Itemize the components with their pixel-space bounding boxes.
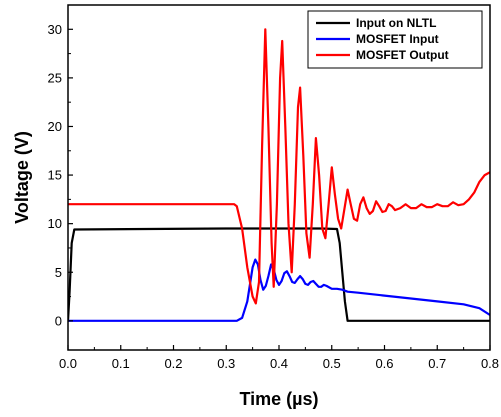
- legend-label: Input on NLTL: [356, 16, 436, 30]
- y-tick-label: 30: [48, 22, 62, 37]
- x-tick-label: 0.2: [164, 356, 182, 371]
- y-tick-label: 5: [55, 265, 62, 280]
- y-tick-label: 0: [55, 313, 62, 328]
- x-tick-label: 0.3: [217, 356, 235, 371]
- y-tick-label: 25: [48, 70, 62, 85]
- x-tick-label: 0.6: [375, 356, 393, 371]
- y-axis-title: Voltage (V): [12, 131, 32, 224]
- x-tick-label: 0.8: [481, 356, 499, 371]
- x-tick-label: 0.0: [59, 356, 77, 371]
- x-tick-label: 0.7: [428, 356, 446, 371]
- x-tick-label: 0.5: [323, 356, 341, 371]
- x-tick-label: 0.4: [270, 356, 288, 371]
- x-axis-title: Time (µs): [239, 389, 318, 409]
- chart-legend: Input on NLTL MOSFET Input MOSFET Output: [307, 10, 483, 69]
- chart-marks: [68, 28, 490, 322]
- series-line-input-on-nltl: [68, 227, 490, 322]
- series-line-mosfet-input: [68, 258, 490, 322]
- y-tick-label: 10: [48, 216, 62, 231]
- legend-label: MOSFET Output: [356, 48, 449, 62]
- legend-label: MOSFET Input: [356, 32, 439, 46]
- y-tick-label: 20: [48, 119, 62, 134]
- y-tick-label: 15: [48, 168, 62, 183]
- series-line-mosfet-output: [68, 28, 490, 305]
- chart-axes: 0.0 0.1 0.2 0.3 0.4 0.5 0.6 0.7 0.8 0 5 10 15 20 25 30: [48, 22, 500, 371]
- x-tick-label: 0.1: [112, 356, 130, 371]
